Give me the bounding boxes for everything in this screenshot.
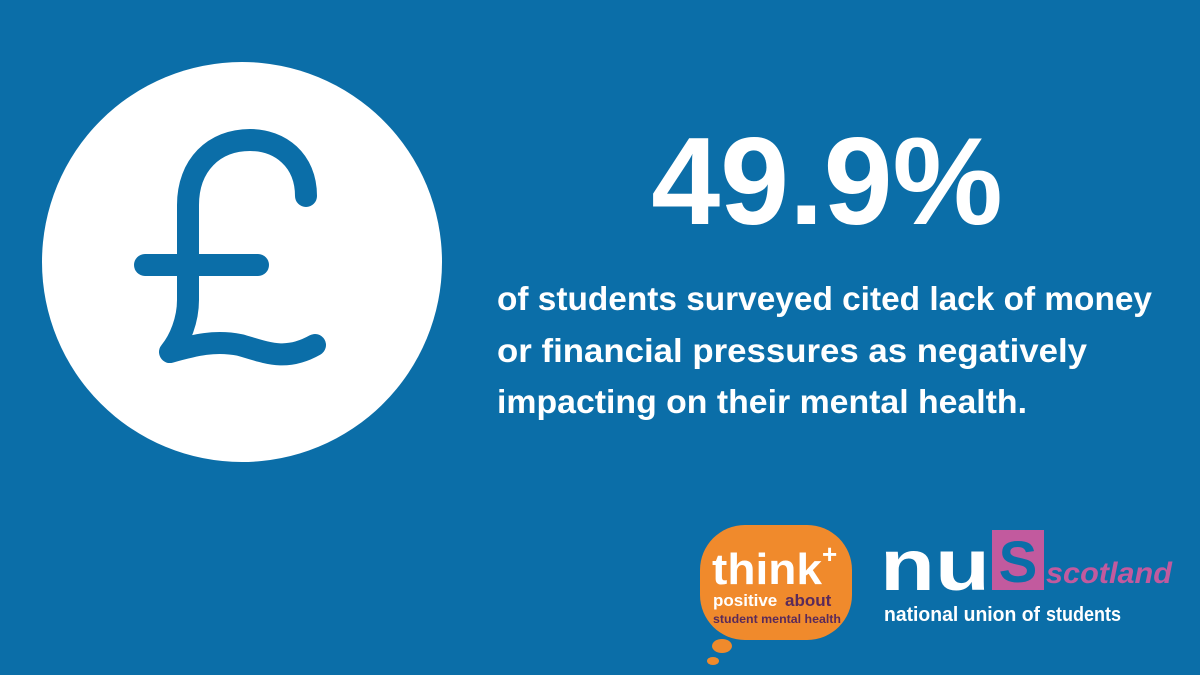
stat-description: or financial pressures as negatively xyxy=(497,332,1088,369)
speech-bubble xyxy=(700,525,852,640)
think-plus: + xyxy=(822,539,837,569)
nus-tagline-bold: students xyxy=(1046,604,1121,626)
think-logo: think + positive about student mental he… xyxy=(700,525,852,665)
nus-s-box xyxy=(992,530,1044,590)
bubble-dot xyxy=(712,639,732,653)
think-positive: positive xyxy=(713,591,777,610)
stat-value: 49.9% xyxy=(651,113,1003,251)
nus-logo: nu S scotland national union of students xyxy=(880,526,1173,626)
nus-region: scotland xyxy=(1046,557,1173,590)
nus-tagline: national union of xyxy=(884,604,1040,626)
think-word: think xyxy=(712,545,823,594)
nus-s: S xyxy=(999,530,1038,595)
bubble-dot xyxy=(707,657,719,665)
think-tagline: student mental health xyxy=(713,612,841,626)
think-about: about xyxy=(785,591,832,610)
nus-nu: nu xyxy=(880,526,990,606)
stat-description: impacting on their mental health. xyxy=(497,383,1027,420)
stat-description: of students surveyed cited lack of money xyxy=(497,280,1153,317)
pound-curve xyxy=(159,129,326,366)
pound-icon xyxy=(134,129,326,366)
